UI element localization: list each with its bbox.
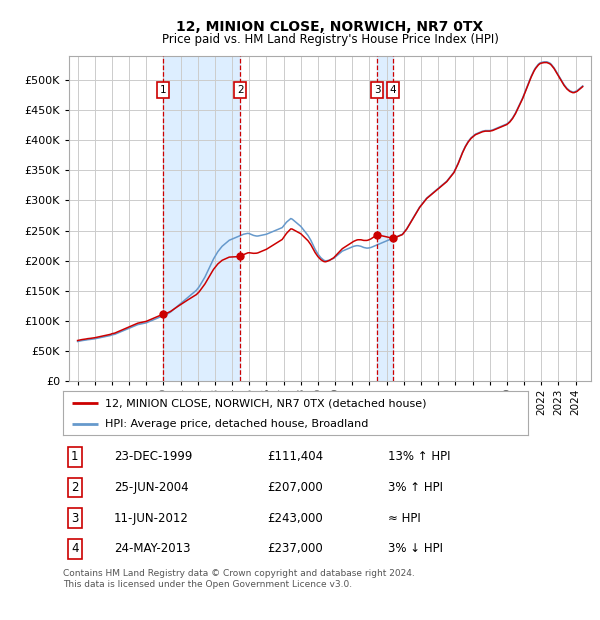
Text: £207,000: £207,000 <box>268 481 323 494</box>
Point <box>372 230 382 240</box>
Text: £237,000: £237,000 <box>268 542 323 556</box>
Point <box>388 233 398 243</box>
Bar <box>377 56 393 381</box>
Text: 4: 4 <box>390 85 397 95</box>
Text: 13% ↑ HPI: 13% ↑ HPI <box>389 450 451 463</box>
Point <box>158 309 168 319</box>
Text: 3: 3 <box>374 85 380 95</box>
Text: 3: 3 <box>71 512 79 525</box>
Bar <box>163 56 241 381</box>
Text: 1: 1 <box>71 450 79 463</box>
Text: 25-JUN-2004: 25-JUN-2004 <box>114 481 189 494</box>
Text: Contains HM Land Registry data © Crown copyright and database right 2024.
This d: Contains HM Land Registry data © Crown c… <box>63 569 415 588</box>
Text: 11-JUN-2012: 11-JUN-2012 <box>114 512 189 525</box>
Text: HPI: Average price, detached house, Broadland: HPI: Average price, detached house, Broa… <box>105 419 368 429</box>
Text: 4: 4 <box>71 542 79 556</box>
Text: 12, MINION CLOSE, NORWICH, NR7 0TX (detached house): 12, MINION CLOSE, NORWICH, NR7 0TX (deta… <box>105 398 427 408</box>
Text: ≈ HPI: ≈ HPI <box>389 512 421 525</box>
Text: 2: 2 <box>237 85 244 95</box>
Text: 24-MAY-2013: 24-MAY-2013 <box>114 542 191 556</box>
Text: 23-DEC-1999: 23-DEC-1999 <box>114 450 193 463</box>
Text: 3% ↑ HPI: 3% ↑ HPI <box>389 481 443 494</box>
Text: 3% ↓ HPI: 3% ↓ HPI <box>389 542 443 556</box>
Point <box>236 252 245 262</box>
Text: £111,404: £111,404 <box>268 450 324 463</box>
Text: £243,000: £243,000 <box>268 512 323 525</box>
Text: 2: 2 <box>71 481 79 494</box>
Text: 1: 1 <box>160 85 166 95</box>
Text: Price paid vs. HM Land Registry's House Price Index (HPI): Price paid vs. HM Land Registry's House … <box>161 33 499 46</box>
Text: 12, MINION CLOSE, NORWICH, NR7 0TX: 12, MINION CLOSE, NORWICH, NR7 0TX <box>176 20 484 35</box>
